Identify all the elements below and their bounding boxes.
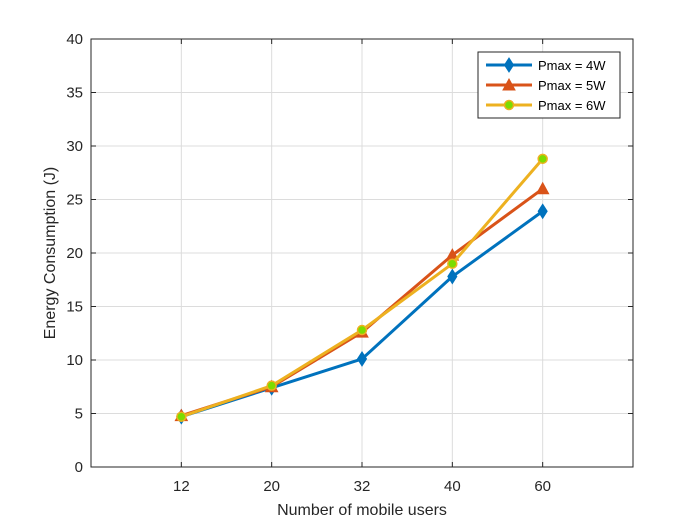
- data-point: [537, 203, 548, 220]
- x-tick-label: 12: [173, 478, 190, 495]
- data-point: [447, 268, 458, 285]
- legend-item: Pmax = 4W: [486, 57, 606, 73]
- y-tick-label: 5: [75, 406, 83, 423]
- legend-item: Pmax = 6W: [486, 98, 606, 113]
- legend-marker: [502, 77, 516, 91]
- legend-label: Pmax = 5W: [538, 78, 606, 93]
- y-tick-label: 15: [66, 299, 83, 316]
- series-layer: [174, 153, 550, 425]
- legend-marker: [503, 99, 515, 111]
- data-point: [356, 351, 368, 367]
- series-3: [176, 153, 548, 422]
- data-point: [266, 380, 277, 391]
- x-tick-label: 20: [263, 478, 280, 495]
- legend-marker: [503, 57, 515, 73]
- y-tick-label: 25: [66, 192, 83, 209]
- data-point: [356, 324, 368, 336]
- y-tick-label: 40: [66, 31, 83, 48]
- y-tick-label: 10: [66, 352, 83, 369]
- data-point: [535, 181, 550, 195]
- y-tick-label: 0: [75, 459, 83, 476]
- data-point: [447, 258, 458, 269]
- y-tick-label: 20: [66, 245, 83, 262]
- legend-label: Pmax = 4W: [538, 58, 606, 73]
- x-tick-label: 32: [354, 478, 371, 495]
- data-point: [537, 153, 548, 165]
- legend-item: Pmax = 5W: [486, 77, 606, 93]
- y-tick-label: 30: [66, 138, 83, 155]
- data-point: [176, 411, 187, 422]
- y-axis-title: Energy Consumption (J): [42, 167, 59, 340]
- x-tick-label: 60: [534, 478, 551, 495]
- x-axis-title: Number of mobile users: [277, 502, 447, 519]
- x-tick-label: 40: [444, 478, 461, 495]
- legend: Pmax = 4W Pmax = 5W Pmax = 6W: [477, 51, 621, 119]
- axis-ticks: 0 5 10 15 20 25 30 35 40 12 20 32 40 60: [66, 31, 633, 495]
- y-tick-label: 35: [66, 85, 83, 102]
- legend-label: Pmax = 6W: [538, 98, 606, 113]
